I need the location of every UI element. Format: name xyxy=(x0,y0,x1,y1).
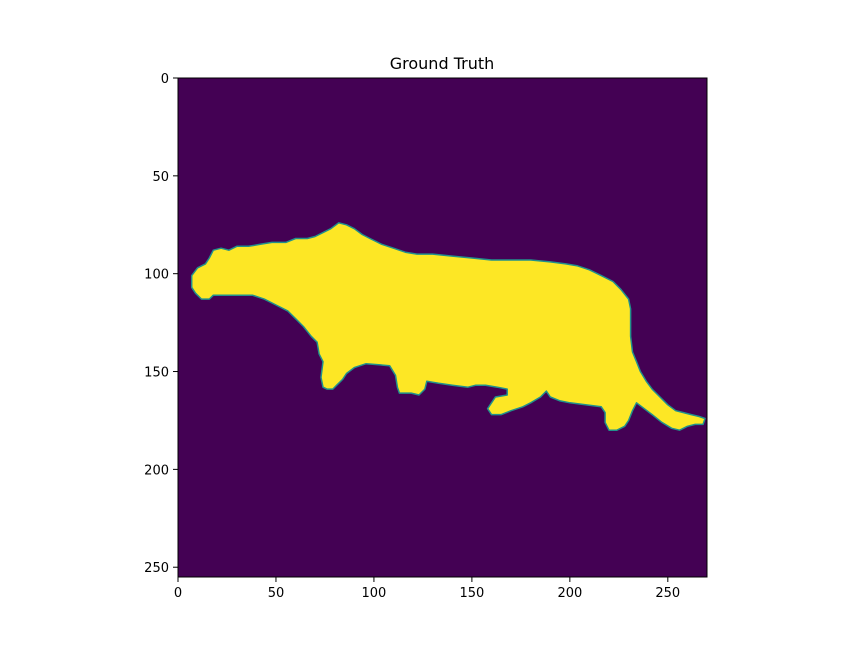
mask-region xyxy=(190,222,706,431)
x-tick-label: 0 xyxy=(174,586,182,601)
x-axis: 0 50 100 150 200 250 xyxy=(174,577,680,601)
y-tick-label: 250 xyxy=(144,561,169,576)
chart-title: Ground Truth xyxy=(390,54,495,73)
y-tick-label: 150 xyxy=(144,366,169,381)
y-tick-label: 200 xyxy=(144,463,169,478)
x-tick-label: 100 xyxy=(362,586,387,601)
x-tick-label: 250 xyxy=(655,586,680,601)
y-axis: 0 50 100 150 200 250 xyxy=(144,72,178,576)
x-tick-label: 150 xyxy=(459,586,484,601)
x-tick-label: 50 xyxy=(268,586,285,601)
y-tick-label: 50 xyxy=(152,170,169,185)
y-tick-label: 0 xyxy=(161,72,169,87)
plot-frame xyxy=(177,77,708,578)
y-tick-label: 100 xyxy=(144,268,169,283)
x-tick-label: 200 xyxy=(557,586,582,601)
